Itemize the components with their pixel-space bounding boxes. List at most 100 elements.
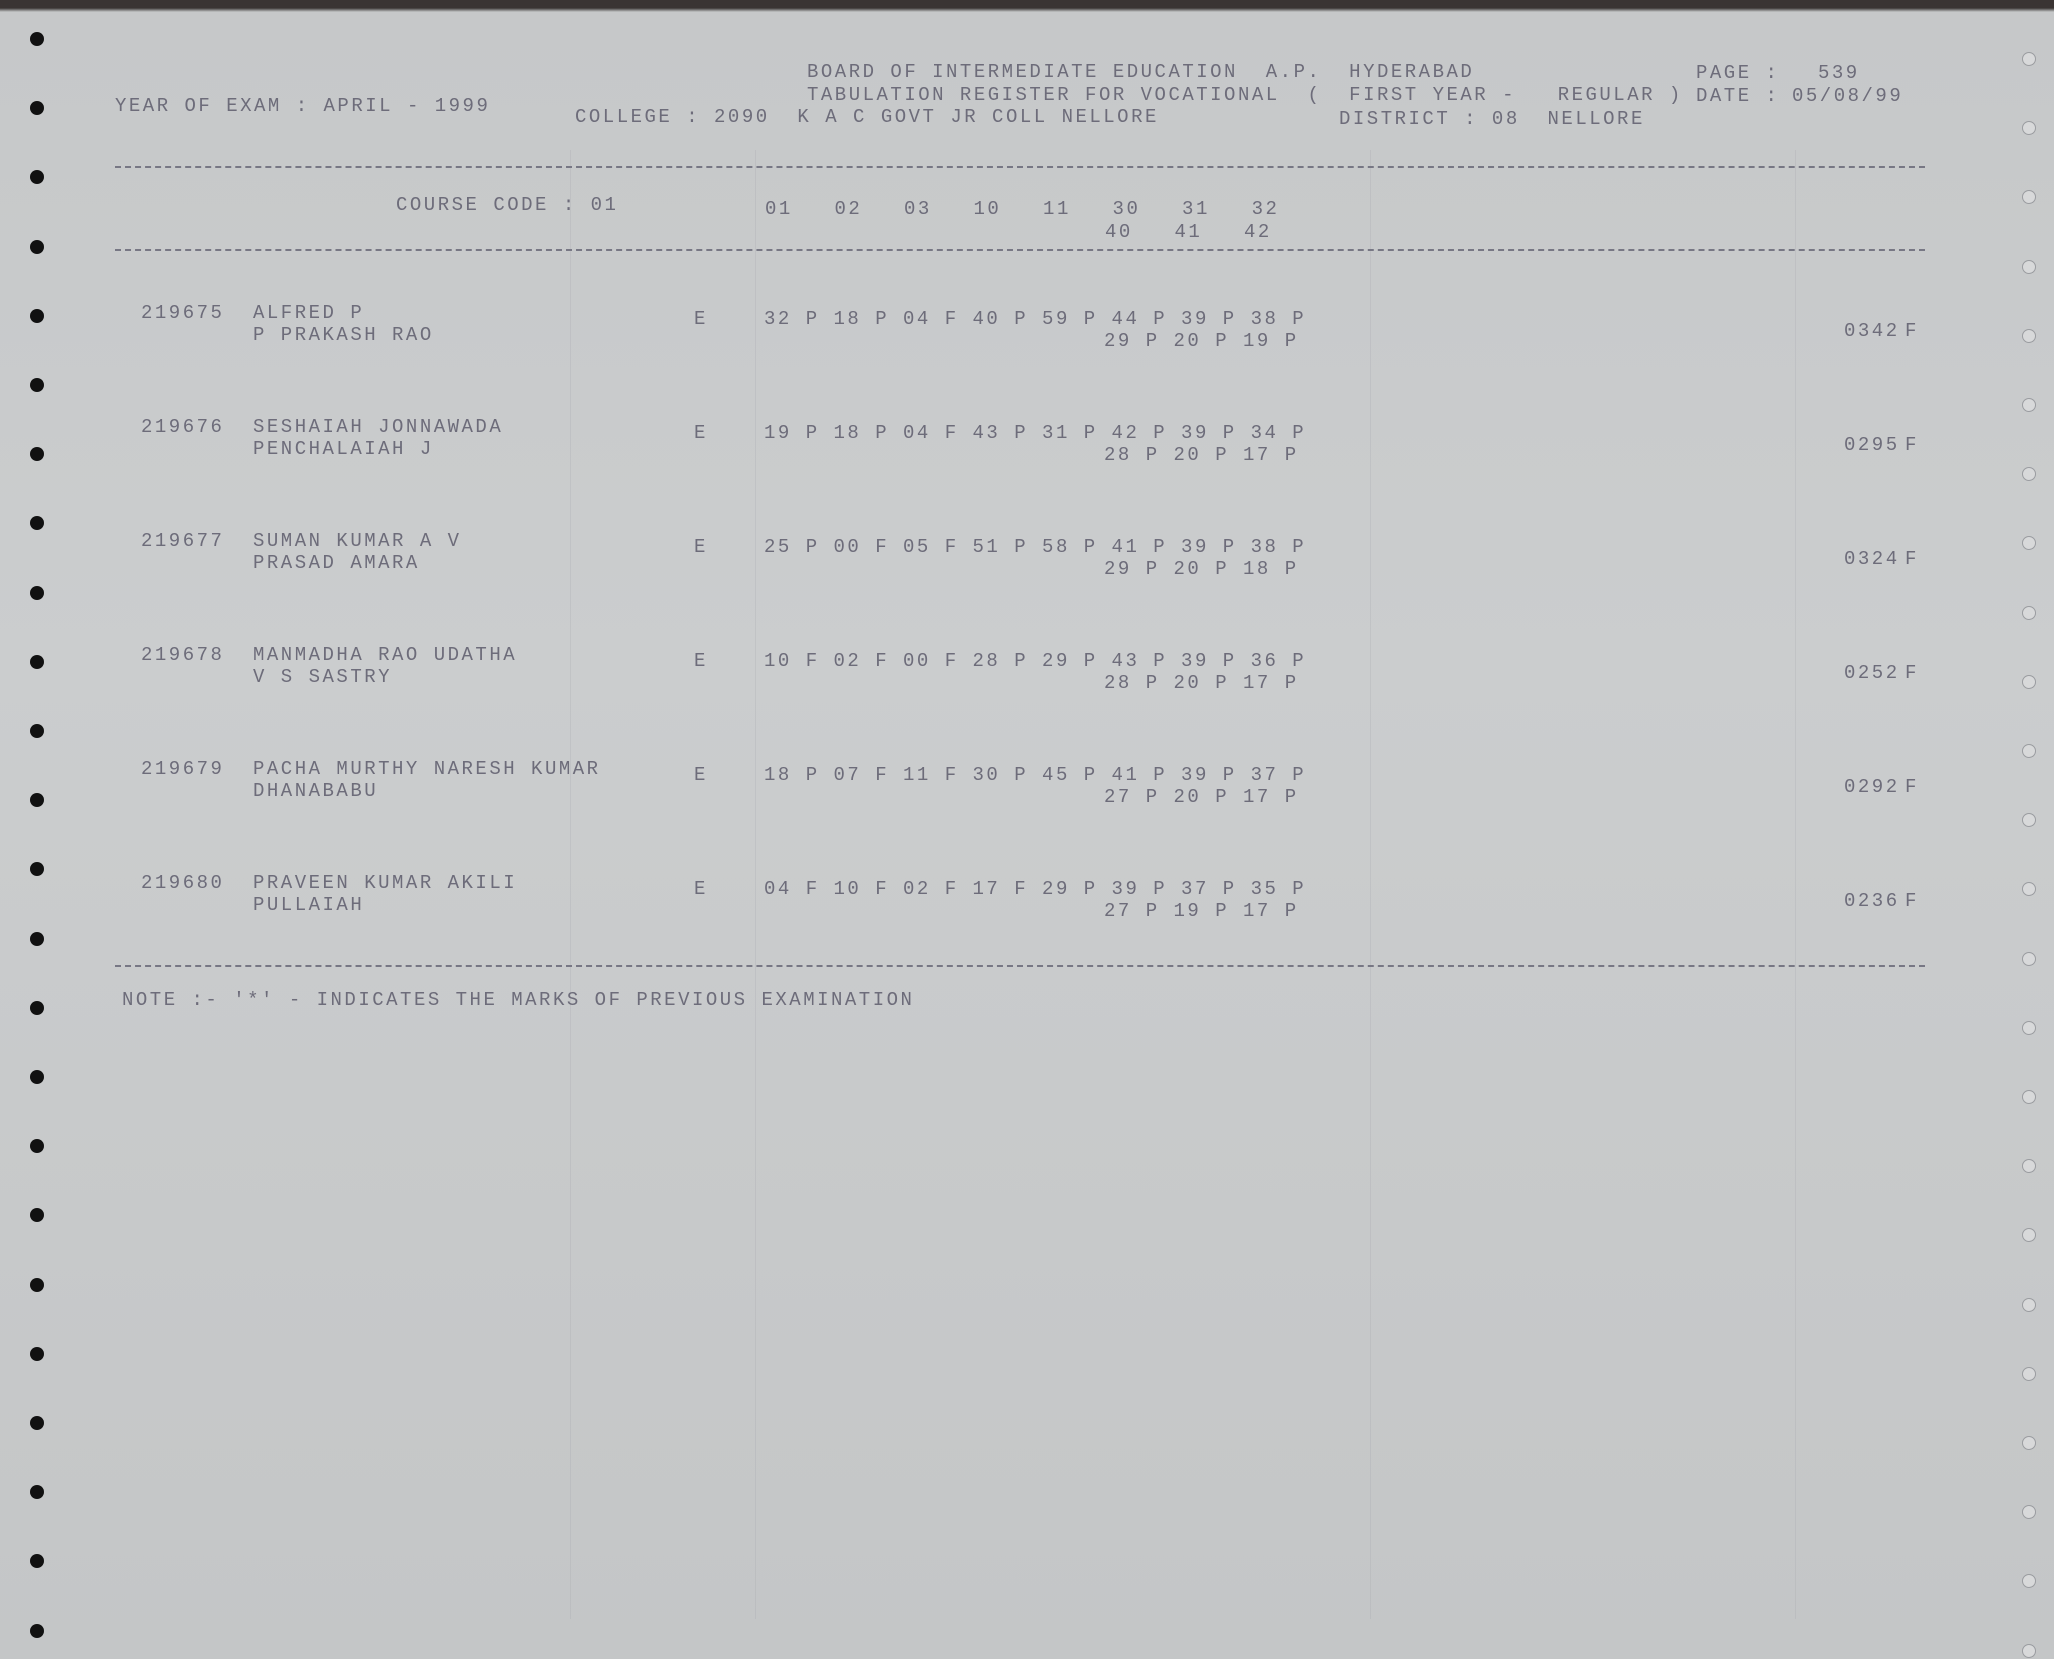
marks-line1: 19 P 18 P 04 F 43 P 31 P 42 P 39 P 34 P bbox=[764, 422, 1307, 444]
sprocket-hole bbox=[2022, 398, 2036, 412]
marks-line2: 27 P 20 P 17 P bbox=[1104, 786, 1299, 808]
roll-number: 219680 bbox=[141, 872, 225, 894]
result: F bbox=[1905, 662, 1919, 684]
course-code: COURSE CODE : 01 bbox=[396, 194, 619, 216]
sprocket-hole bbox=[30, 1623, 44, 1638]
sprocket-hole bbox=[30, 793, 44, 808]
roll-number: 219679 bbox=[141, 758, 225, 780]
student-name: MANMADHA RAO UDATHA bbox=[253, 644, 518, 666]
sprocket-hole bbox=[30, 1554, 44, 1569]
sprocket-hole bbox=[30, 931, 44, 946]
sprocket-hole bbox=[2022, 605, 2036, 620]
student-name: PACHA MURTHY NARESH KUMAR bbox=[253, 758, 601, 780]
marks-line1: 04 F 10 F 02 F 17 F 29 P 39 P 37 P 35 P bbox=[764, 878, 1307, 900]
marks-line1: 32 P 18 P 04 F 40 P 59 P 44 P 39 P 38 P bbox=[764, 308, 1307, 330]
sprocket-hole bbox=[30, 862, 44, 877]
sprocket-hole bbox=[2022, 1505, 2036, 1520]
marks-line1: 25 P 00 F 05 F 51 P 58 P 41 P 39 P 38 P bbox=[764, 536, 1307, 558]
ruling-line bbox=[1370, 150, 1371, 1619]
college: COLLEGE : 2090 K A C GOVT JR COLL NELLOR… bbox=[575, 106, 1159, 128]
footnote: NOTE :- '*' - INDICATES THE MARKS OF PRE… bbox=[122, 989, 915, 1011]
board-title: BOARD OF INTERMEDIATE EDUCATION A.P. HYD… bbox=[807, 61, 1475, 83]
result: F bbox=[1905, 320, 1919, 342]
total-marks: 0252 bbox=[1844, 662, 1900, 684]
date-label: DATE : bbox=[1696, 85, 1780, 107]
marks-line2: 27 P 19 P 17 P bbox=[1104, 900, 1299, 922]
year-of-exam: YEAR OF EXAM : APRIL - 1999 bbox=[115, 95, 491, 117]
marks-line2: 28 P 20 P 17 P bbox=[1104, 444, 1299, 466]
page-number: 539 bbox=[1818, 62, 1860, 84]
roll-number: 219676 bbox=[141, 416, 225, 438]
roll-number: 219678 bbox=[141, 644, 225, 666]
sprocket-hole bbox=[2022, 1366, 2036, 1381]
sprocket-hole bbox=[2022, 259, 2036, 274]
sprocket-hole bbox=[30, 1346, 44, 1361]
result: F bbox=[1905, 890, 1919, 912]
sprocket-hole bbox=[30, 1277, 44, 1292]
sprocket-hole bbox=[30, 1208, 44, 1223]
marks-line2: 29 P 20 P 18 P bbox=[1104, 558, 1299, 580]
sprocket-hole bbox=[30, 724, 44, 738]
student-row: 219678 MANMADHA RAO UDATHA V S SASTRY E 10 F… bbox=[0, 644, 2054, 704]
sprocket-hole bbox=[2022, 1297, 2036, 1312]
sprocket-hole bbox=[2022, 1228, 2036, 1243]
medium: E bbox=[694, 536, 708, 558]
student-name: PRAVEEN KUMAR AKILI bbox=[253, 872, 518, 894]
parent-name: PRASAD AMARA bbox=[253, 552, 420, 574]
subject-codes-line2: 40 41 42 bbox=[1105, 221, 1272, 243]
sprocket-hole bbox=[30, 170, 44, 185]
sprocket-hole bbox=[30, 1000, 44, 1015]
total-marks: 0236 bbox=[1844, 890, 1900, 912]
sprocket-hole bbox=[2022, 813, 2036, 828]
sprocket-hole bbox=[2022, 951, 2036, 966]
result: F bbox=[1905, 776, 1919, 798]
sprocket-hole bbox=[2022, 1643, 2036, 1658]
total-marks: 0295 bbox=[1844, 434, 1900, 456]
marks-line1: 10 F 02 F 00 F 28 P 29 P 43 P 39 P 36 P bbox=[764, 650, 1307, 672]
total-marks: 0324 bbox=[1844, 548, 1900, 570]
sprocket-hole bbox=[30, 1139, 44, 1154]
district: DISTRICT : 08 NELLORE bbox=[1339, 108, 1645, 130]
sprocket-hole bbox=[30, 1070, 44, 1084]
sprocket-hole bbox=[2022, 328, 2036, 343]
divider bbox=[115, 965, 1925, 967]
result: F bbox=[1905, 434, 1919, 456]
sprocket-hole bbox=[30, 378, 44, 392]
sprocket-hole bbox=[30, 654, 44, 669]
student-row: 219679 PACHA MURTHY NARESH KUMAR DHANABABU… bbox=[0, 758, 2054, 818]
parent-name: DHANABABU bbox=[253, 780, 379, 802]
total-marks: 0292 bbox=[1844, 776, 1900, 798]
sprocket-hole bbox=[2022, 1090, 2036, 1104]
sprocket-hole bbox=[2022, 190, 2036, 205]
divider bbox=[115, 249, 1925, 251]
medium: E bbox=[694, 878, 708, 900]
student-name: ALFRED P bbox=[253, 302, 365, 324]
ruling-line bbox=[570, 150, 571, 1619]
subject-codes-line1: 01 02 03 10 11 30 31 32 bbox=[765, 198, 1280, 220]
result: F bbox=[1905, 548, 1919, 570]
sprocket-hole bbox=[30, 516, 44, 531]
sprocket-hole bbox=[2022, 1159, 2036, 1174]
report-date: 05/08/99 bbox=[1792, 85, 1904, 107]
ruling-line bbox=[1795, 150, 1796, 1619]
page-label: PAGE : bbox=[1696, 62, 1780, 84]
sprocket-hole bbox=[30, 585, 44, 600]
sprocket-hole bbox=[30, 447, 44, 462]
total-marks: 0342 bbox=[1844, 320, 1900, 342]
sprocket-hole bbox=[30, 101, 44, 116]
marks-line2: 29 P 20 P 19 P bbox=[1104, 330, 1299, 352]
student-name: SESHAIAH JONNAWADA bbox=[253, 416, 504, 438]
parent-name: PULLAIAH bbox=[253, 894, 365, 916]
sprocket-hole bbox=[2022, 536, 2036, 551]
sprocket-hole bbox=[30, 1485, 44, 1500]
sprocket-hole bbox=[2022, 1574, 2036, 1589]
medium: E bbox=[694, 422, 708, 444]
student-row: 219676 SESHAIAH JONNAWADA PENCHALAIAH J E 19… bbox=[0, 416, 2054, 476]
student-name: SUMAN KUMAR A V bbox=[253, 530, 462, 552]
sprocket-hole bbox=[2022, 1436, 2036, 1450]
parent-name: PENCHALAIAH J bbox=[253, 438, 434, 460]
sprocket-hole bbox=[2022, 674, 2036, 689]
parent-name: P PRAKASH RAO bbox=[253, 324, 434, 346]
sprocket-hole bbox=[2022, 1020, 2036, 1035]
